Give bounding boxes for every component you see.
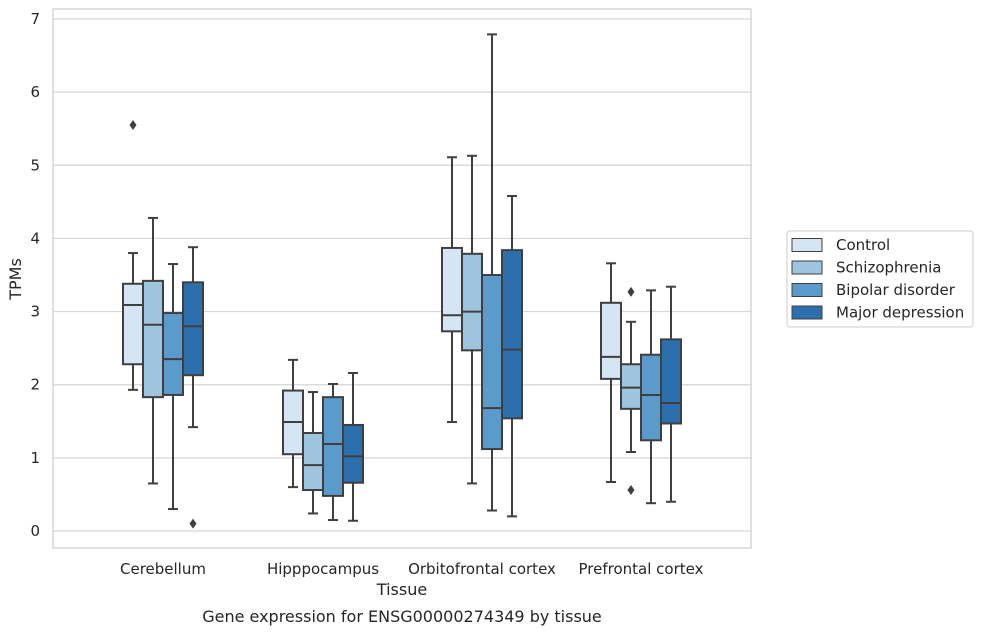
box-3-1	[342, 372, 364, 522]
x-tick-label-0: Cerebellum	[120, 560, 206, 578]
y-tick-label-1: 1	[30, 449, 40, 467]
x-tick-label-2: Orbitofrontal cortex	[408, 560, 556, 578]
legend: Control Schizophrenia Bipolar disorder Majo…	[786, 230, 974, 328]
x-tick-label-3: Prefrontal cortex	[579, 560, 704, 578]
legend-label-3: Major depression	[836, 304, 964, 322]
outlier-marker-0	[627, 485, 635, 496]
box-0-1	[282, 358, 304, 489]
y-tick-label-7: 7	[30, 10, 40, 28]
legend-swatch-3	[791, 305, 823, 320]
y-tick-label-3: 3	[30, 303, 40, 321]
plot-area	[53, 9, 751, 548]
box-body	[142, 279, 164, 399]
y-tick-label-4: 4	[30, 229, 40, 247]
outlier-marker-0	[189, 518, 197, 529]
box-0-0	[122, 120, 144, 391]
legend-label-2: Bipolar disorder	[836, 281, 956, 299]
boxes-layer	[122, 33, 682, 529]
x-axis-title: Tissue	[376, 580, 427, 599]
box-body	[620, 363, 642, 410]
box-0-2	[441, 156, 463, 424]
box-body	[122, 282, 144, 366]
box-body	[441, 246, 463, 333]
outlier-marker-1	[627, 286, 635, 297]
box-body	[162, 312, 184, 396]
legend-swatch-1	[791, 260, 823, 275]
box-2-1	[322, 382, 344, 522]
box-body	[461, 252, 483, 352]
box-2-3	[640, 289, 662, 505]
box-body	[182, 281, 204, 377]
box-body	[481, 274, 503, 451]
box-3-3	[660, 285, 682, 503]
y-axis-title: TPMs	[6, 258, 25, 301]
box-1-3	[620, 286, 642, 496]
box-body	[660, 338, 682, 425]
box-body	[342, 423, 364, 484]
box-3-2	[501, 195, 523, 518]
box-body	[600, 301, 622, 380]
y-tick-label-2: 2	[30, 376, 40, 394]
box-body	[322, 396, 344, 497]
legend-label-0: Control	[836, 236, 890, 254]
y-axis-ticks: 0 1 2 3 4 5 6 7	[30, 10, 40, 540]
legend-swatch-0	[791, 238, 823, 252]
y-tick-label-0: 0	[30, 522, 40, 540]
y-tick-label-6: 6	[30, 83, 40, 101]
box-body	[302, 431, 324, 492]
box-body	[640, 353, 662, 442]
legend-swatch-2	[791, 283, 823, 297]
x-tick-label-1: Hipppocampus	[267, 560, 379, 578]
plot-frame	[52, 8, 752, 549]
legend-label-1: Schizophrenia	[836, 259, 941, 277]
box-0-3	[600, 262, 622, 483]
legend-frame	[786, 230, 974, 328]
outlier-marker-0	[129, 120, 137, 131]
y-tick-label-5: 5	[30, 156, 40, 174]
box-body	[501, 249, 523, 420]
box-3-0	[182, 246, 204, 529]
x-axis-ticks: Cerebellum Hipppocampus Orbitofrontal cort…	[120, 560, 704, 578]
figure-caption: Gene expression for ENSG00000274349 by t…	[202, 607, 602, 626]
box-1-1	[302, 391, 324, 515]
